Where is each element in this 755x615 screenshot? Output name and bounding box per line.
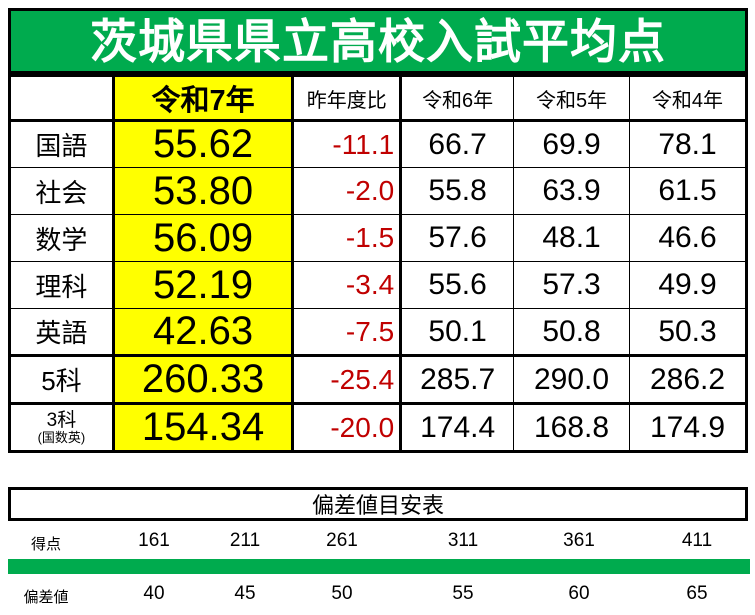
r6-score-cell: 174.4 <box>400 403 515 453</box>
table-row-kokugo: 国語 55.62 -11.1 66.7 69.9 78.1 <box>8 120 748 168</box>
r5-score-cell: 57.3 <box>513 261 631 309</box>
score-table: 令和7年 昨年度比 令和6年 令和5年 令和4年 国語 55.62 -11.1 … <box>8 74 748 453</box>
page-title: 茨城県県立高校入試平均点 <box>8 8 748 74</box>
subject-cell: 数学 <box>8 214 115 262</box>
col-header-diff: 昨年度比 <box>292 74 403 122</box>
deviation-value: 45 <box>234 583 256 604</box>
r6-score-cell: 66.7 <box>400 120 515 168</box>
deviation-table-title: 偏差値目安表 <box>8 487 748 521</box>
col-header-reiwa7: 令和7年 <box>112 74 295 122</box>
table-row-3ka: 3科 (国数英) 154.34 -20.0 174.4 168.8 174.9 <box>8 403 748 453</box>
r5-score-cell: 69.9 <box>513 120 631 168</box>
table-row-sugaku: 数学 56.09 -1.5 57.6 48.1 46.6 <box>8 214 748 262</box>
diff-cell: -1.5 <box>292 214 403 262</box>
r6-score-cell: 55.8 <box>400 167 515 215</box>
r5-score-cell: 50.8 <box>513 308 631 357</box>
deviation-value: 55 <box>452 583 474 604</box>
r7-score-cell: 260.33 <box>112 355 295 405</box>
corner-cell <box>8 74 115 122</box>
col-header-reiwa5: 令和5年 <box>513 74 631 122</box>
r6-score-cell: 55.6 <box>400 261 515 309</box>
r7-score-cell: 53.80 <box>112 167 295 215</box>
r6-score-cell: 50.1 <box>400 308 515 357</box>
r4-score-cell: 286.2 <box>629 355 748 405</box>
r7-score-cell: 52.19 <box>112 261 295 309</box>
score-value: 361 <box>563 530 595 551</box>
r7-score-cell: 154.34 <box>112 403 295 453</box>
diff-cell: -3.4 <box>292 261 403 309</box>
r6-score-cell: 57.6 <box>400 214 515 262</box>
diff-cell: -7.5 <box>292 308 403 357</box>
score-value: 411 <box>681 530 713 551</box>
table-row-shakai: 社会 53.80 -2.0 55.8 63.9 61.5 <box>8 167 748 215</box>
r4-score-cell: 46.6 <box>629 214 748 262</box>
score-value: 261 <box>326 530 358 551</box>
r4-score-cell: 61.5 <box>629 167 748 215</box>
col-header-reiwa4: 令和4年 <box>629 74 748 122</box>
subject-label: 3科 <box>46 409 77 431</box>
score-row: 得点 161 211 261 311 361 411 <box>8 528 748 554</box>
header-row: 令和7年 昨年度比 令和6年 令和5年 令和4年 <box>8 74 748 122</box>
score-value: 311 <box>447 530 479 551</box>
deviation-row-label: 偏差値 <box>23 589 69 606</box>
deviation-row: 偏差値 40 45 50 55 60 65 <box>8 581 748 607</box>
r4-score-cell: 50.3 <box>629 308 748 357</box>
score-row-label: 得点 <box>30 536 62 553</box>
subject-cell: 3科 (国数英) <box>8 403 115 453</box>
deviation-value: 50 <box>331 583 353 604</box>
table-row-rika: 理科 52.19 -3.4 55.6 57.3 49.9 <box>8 261 748 309</box>
table-row-5ka: 5科 260.33 -25.4 285.7 290.0 286.2 <box>8 355 748 405</box>
deviation-value: 60 <box>568 583 590 604</box>
r4-score-cell: 78.1 <box>629 120 748 168</box>
diff-cell: -11.1 <box>292 120 403 168</box>
score-value: 211 <box>229 530 261 551</box>
subject-cell: 理科 <box>8 261 115 309</box>
subject-note: (国数英) <box>37 429 86 445</box>
deviation-value: 65 <box>686 583 708 604</box>
score-value: 161 <box>138 530 170 551</box>
diff-cell: -2.0 <box>292 167 403 215</box>
r6-score-cell: 285.7 <box>400 355 515 405</box>
deviation-value: 40 <box>143 583 165 604</box>
r5-score-cell: 168.8 <box>513 403 631 453</box>
table-row-eigo: 英語 42.63 -7.5 50.1 50.8 50.3 <box>8 308 748 357</box>
subject-cell: 英語 <box>8 308 115 357</box>
col-header-reiwa6: 令和6年 <box>400 74 515 122</box>
subject-cell: 5科 <box>8 355 115 405</box>
r4-score-cell: 49.9 <box>629 261 748 309</box>
r7-score-cell: 55.62 <box>112 120 295 168</box>
diff-cell: -20.0 <box>292 403 403 453</box>
r4-score-cell: 174.9 <box>629 403 748 453</box>
diff-cell: -25.4 <box>292 355 403 405</box>
subject-cell: 社会 <box>8 167 115 215</box>
r5-score-cell: 63.9 <box>513 167 631 215</box>
r5-score-cell: 290.0 <box>513 355 631 405</box>
r7-score-cell: 42.63 <box>112 308 295 357</box>
r7-score-cell: 56.09 <box>112 214 295 262</box>
subject-cell: 国語 <box>8 120 115 168</box>
r5-score-cell: 48.1 <box>513 214 631 262</box>
green-divider-bar <box>8 559 750 574</box>
